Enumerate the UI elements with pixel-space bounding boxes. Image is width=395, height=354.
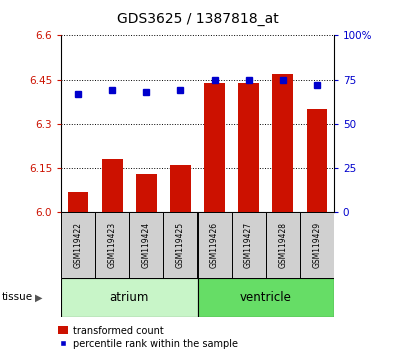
Bar	[61, 278, 197, 317]
Text: ventricle: ventricle	[240, 291, 292, 304]
Bar	[130, 212, 164, 278]
Text: atrium: atrium	[110, 291, 149, 304]
Bar	[198, 278, 334, 317]
Bar	[265, 212, 300, 278]
Text: GSM119424: GSM119424	[142, 222, 151, 268]
Bar	[231, 212, 265, 278]
Bar	[68, 192, 88, 212]
Text: ▶: ▶	[35, 292, 42, 302]
Bar	[307, 109, 327, 212]
Text: GSM119422: GSM119422	[74, 222, 83, 268]
Text: GSM119426: GSM119426	[210, 222, 219, 268]
Legend: transformed count, percentile rank within the sample: transformed count, percentile rank withi…	[58, 326, 238, 349]
Text: tissue: tissue	[2, 292, 33, 302]
Text: GSM119425: GSM119425	[176, 222, 185, 268]
Bar	[300, 212, 334, 278]
Bar	[61, 212, 95, 278]
Text: GSM119423: GSM119423	[108, 222, 117, 268]
Text: GDS3625 / 1387818_at: GDS3625 / 1387818_at	[117, 12, 278, 27]
Text: GSM119429: GSM119429	[312, 222, 321, 268]
Bar	[204, 82, 225, 212]
Bar	[95, 212, 130, 278]
Bar	[170, 165, 191, 212]
Text: GSM119428: GSM119428	[278, 222, 287, 268]
Text: GSM119427: GSM119427	[244, 222, 253, 268]
Bar	[239, 82, 259, 212]
Bar	[102, 159, 122, 212]
Bar	[136, 174, 156, 212]
Bar	[164, 212, 198, 278]
Bar	[198, 212, 231, 278]
Bar	[273, 74, 293, 212]
